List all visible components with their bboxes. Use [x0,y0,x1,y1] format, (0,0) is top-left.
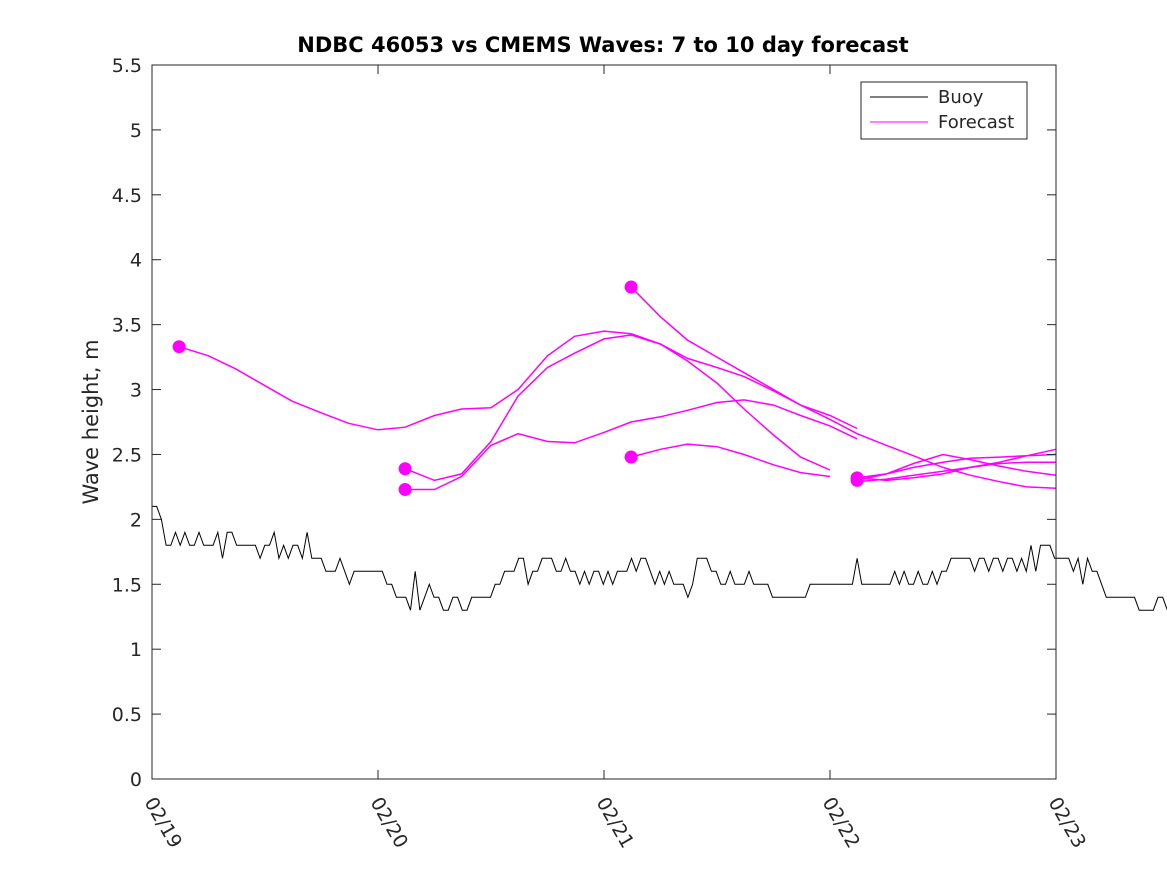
buoy-series-line [152,505,1167,611]
y-tick-label: 3 [130,380,142,402]
legend-forecast-label: Forecast [938,112,1014,133]
forecast-start-marker-4 [624,280,638,294]
legend-buoy-label: Buoy [938,87,984,108]
series-layer [152,286,1167,611]
forecast-series-line-4 [630,286,1057,489]
plot-area [152,65,1056,779]
y-tick-label: 3.5 [112,315,142,337]
forecast-start-marker-7 [850,473,864,487]
forecast-start-marker-3 [398,483,412,497]
y-tick-label: 1.5 [112,574,142,596]
forecast-series-line-3 [405,399,858,491]
y-axis-label: Wave height, m [79,339,103,504]
legend-box [860,81,1028,140]
forecast-series-line-10 [857,461,1056,482]
y-tick-label: 5.5 [112,55,142,77]
forecast-series-line-6 [630,332,831,471]
forecast-series-line-9 [856,453,1057,482]
forecast-series-line-2 [404,334,858,482]
y-tick-label: 2 [130,509,142,531]
y-tick-label: 5 [130,120,142,142]
forecast-series-line-5 [630,443,831,478]
forecast-series-line-1 [178,330,632,431]
forecast-start-marker-1 [172,340,186,354]
y-axis: 0 0.5 1 1.5 2 2.5 3 3.5 4 4.5 5 5.5 [112,55,1056,791]
y-tick-label: 4.5 [112,185,142,207]
y-tick-label: 0 [130,769,142,791]
y-tick-label: 0.5 [112,704,142,726]
y-tick-label: 4 [130,250,142,272]
y-tick-label: 2.5 [112,444,142,466]
forecast-series-line-8 [857,448,1057,483]
legend: Buoy Forecast [860,81,1028,140]
forecast-start-marker-2 [398,462,412,476]
y-tick-label: 1 [130,639,142,661]
forecast-start-marker-5 [624,450,638,464]
marker-layer [172,280,864,497]
chart-title: NDBC 46053 vs CMEMS Waves: 7 to 10 day f… [297,33,908,57]
